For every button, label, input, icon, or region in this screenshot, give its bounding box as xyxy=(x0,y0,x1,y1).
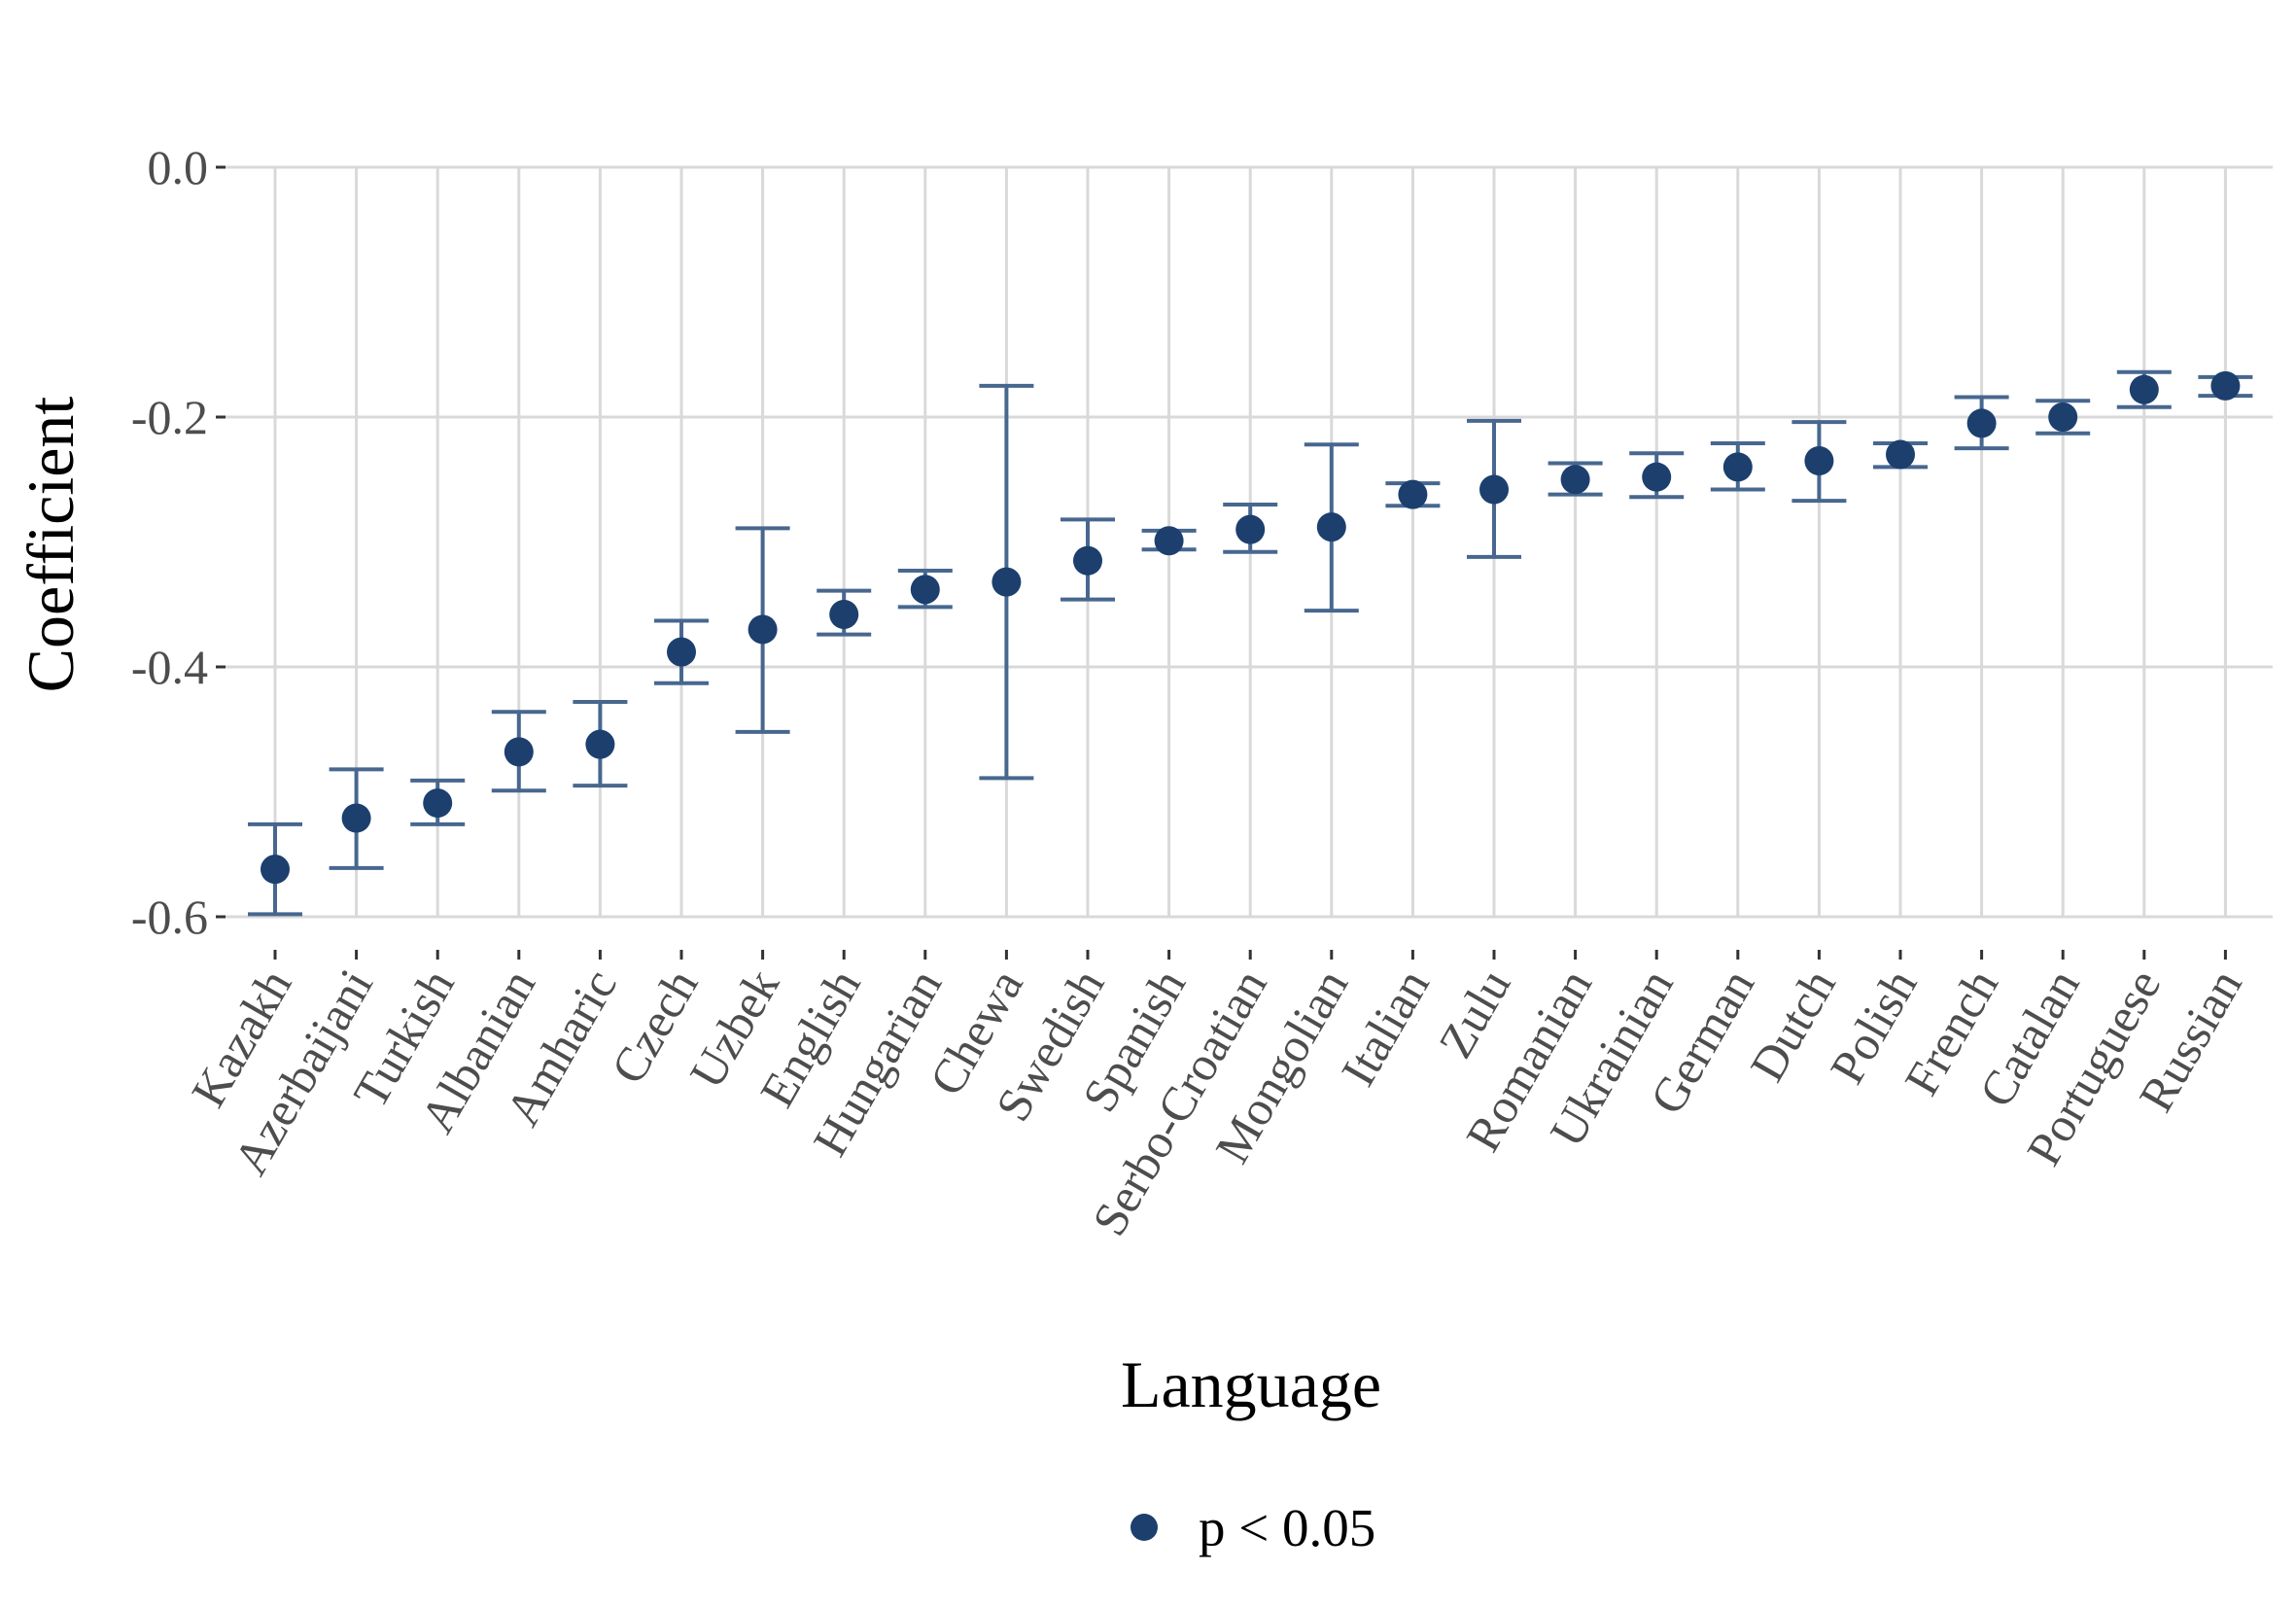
data-point xyxy=(1966,408,1997,438)
data-point xyxy=(748,614,778,645)
data-point xyxy=(1642,462,1672,492)
y-tick-label: 0.0 xyxy=(148,140,209,194)
data-point xyxy=(2129,374,2159,404)
data-point xyxy=(423,788,453,819)
legend-marker xyxy=(1131,1514,1158,1541)
data-point xyxy=(261,855,290,885)
data-point xyxy=(829,600,859,630)
data-points xyxy=(261,370,2241,885)
y-axis-title: Coefficient xyxy=(14,397,87,693)
data-point xyxy=(1154,526,1184,556)
data-point xyxy=(2048,402,2078,432)
x-tick-label: Italian xyxy=(1331,961,1440,1096)
data-point xyxy=(504,737,534,767)
data-point xyxy=(1886,439,1915,470)
data-point xyxy=(910,575,940,605)
data-point xyxy=(341,803,371,833)
data-point xyxy=(585,729,615,759)
data-point xyxy=(1804,445,1834,475)
data-point xyxy=(1560,465,1590,495)
y-tick-label: -0.6 xyxy=(131,890,208,944)
data-point xyxy=(1398,479,1428,509)
x-axis: KazakhAzerbaijaniTurkishAlbanianAmharicC… xyxy=(181,950,2252,1244)
y-tick-label: -0.4 xyxy=(131,640,208,694)
y-tick-label: -0.2 xyxy=(131,390,208,444)
y-axis: 0.0 -0.2 -0.4 -0.6 xyxy=(131,140,226,944)
legend: p < 0.05 xyxy=(1131,1498,1375,1557)
data-point xyxy=(991,567,1022,597)
legend-label: p < 0.05 xyxy=(1199,1498,1375,1557)
data-point xyxy=(1316,512,1346,542)
data-point xyxy=(667,637,696,667)
data-point xyxy=(1479,474,1509,505)
data-point xyxy=(1235,514,1266,544)
data-point xyxy=(2210,370,2241,401)
x-axis-title: Language xyxy=(1121,1347,1381,1421)
data-point xyxy=(1073,545,1102,576)
data-point xyxy=(1722,452,1753,482)
